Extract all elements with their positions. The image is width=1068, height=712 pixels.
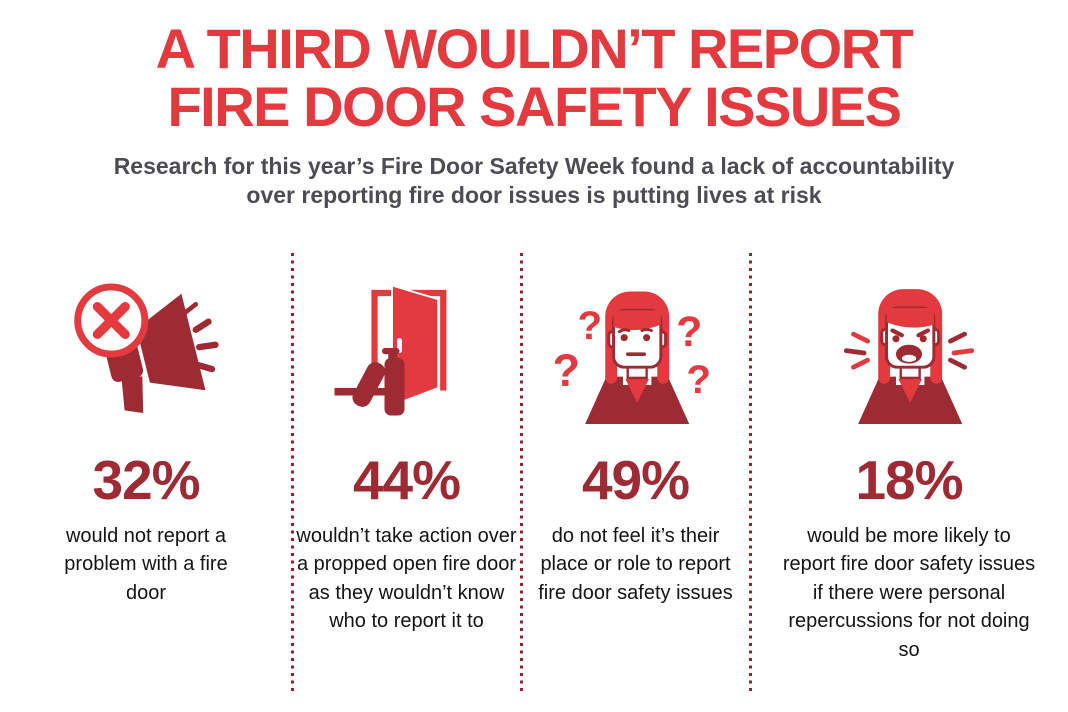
dotted-divider [291, 253, 294, 691]
stat-value: 44% [352, 449, 461, 511]
question-mark-glyph: ? [552, 345, 579, 396]
stat-column-propped-door: 44% wouldn’t take action over a propped … [291, 253, 521, 712]
megaphone-blocked-icon [65, 257, 227, 449]
dotted-divider [749, 253, 752, 691]
shouting-person-icon [820, 257, 998, 449]
subtitle: Research for this year’s Fire Door Safet… [113, 153, 955, 208]
stat-description: do not feel it’s their place or role to … [538, 525, 733, 604]
stat-value: 32% [92, 449, 200, 511]
title-line-2: FIRE DOOR SAFETY ISSUES [167, 75, 902, 139]
stat-value: 49% [581, 449, 690, 511]
propped-open-fire-door-icon [332, 257, 482, 449]
title-line-1: A THIRD WOULDN’T REPORT [155, 17, 914, 80]
stat-column-not-their-role: ? ? ? ? [520, 253, 750, 712]
stat-column-repercussions: 18% would be more likely to report fire … [749, 253, 1068, 712]
confused-person-icon: ? ? ? ? [547, 257, 725, 449]
question-mark-glyph: ? [577, 303, 602, 348]
stat-value: 18% [855, 449, 963, 511]
stat-description: would be more likely to report fire door… [782, 525, 1036, 661]
question-mark-glyph: ? [686, 357, 711, 402]
stat-description: would not report a problem with a fire d… [64, 525, 228, 604]
stat-description: wouldn’t take action over a propped open… [296, 525, 517, 633]
stats-row: 32% would not report a problem with a fi… [0, 253, 1068, 712]
dotted-divider [520, 253, 523, 691]
question-mark-glyph: ? [676, 308, 702, 356]
stat-column-no-report: 32% would not report a problem with a fi… [0, 253, 292, 712]
page-title: A THIRD WOULDN’T REPORT FIRE DOOR SAFETY… [0, 0, 1068, 136]
